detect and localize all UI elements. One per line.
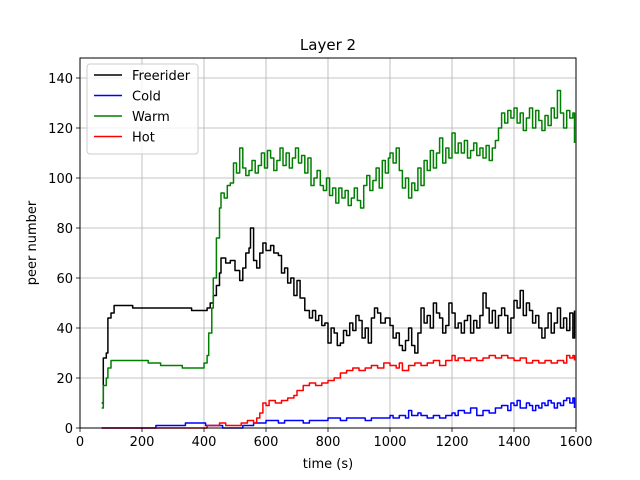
y-tick-label: 80: [56, 222, 73, 237]
x-tick-label: 1600: [559, 435, 592, 450]
y-tick-label: 0: [65, 422, 73, 437]
x-axis-label: time (s): [303, 457, 353, 472]
series-line-hot: [101, 354, 576, 429]
y-tick-label: 100: [48, 172, 73, 187]
y-axis-ticks: 0 20 40 60 80 100 120 140: [48, 72, 80, 437]
legend: Freerider Cold Warm Hot: [86, 63, 199, 155]
legend-label: Freerider: [132, 69, 191, 84]
y-tick-label: 120: [48, 122, 73, 137]
y-tick-label: 140: [48, 72, 73, 87]
x-tick-label: 1400: [497, 435, 530, 450]
legend-box: [86, 63, 199, 155]
x-tick-label: 400: [192, 435, 217, 450]
y-axis-label: peer number: [25, 200, 40, 285]
legend-label: Warm: [132, 110, 170, 125]
x-tick-label: 600: [254, 435, 279, 450]
x-tick-label: 1200: [435, 435, 468, 450]
y-tick-label: 20: [56, 372, 73, 387]
x-tick-label: 0: [76, 435, 84, 450]
y-tick-label: 40: [56, 322, 73, 337]
x-tick-label: 200: [130, 435, 155, 450]
chart-title: Layer 2: [300, 36, 356, 54]
series-line-freerider: [101, 227, 576, 404]
legend-label: Cold: [132, 90, 161, 105]
x-tick-label: 1000: [373, 435, 406, 450]
series-line-cold: [101, 397, 576, 429]
x-axis-ticks: 0 200 400 600 800 1000 1200 1400 1600: [76, 428, 593, 450]
series-line-warm: [101, 89, 576, 409]
series-lines: [101, 89, 576, 429]
legend-label: Hot: [132, 131, 155, 146]
x-tick-label: 800: [316, 435, 341, 450]
y-tick-label: 60: [56, 272, 73, 287]
